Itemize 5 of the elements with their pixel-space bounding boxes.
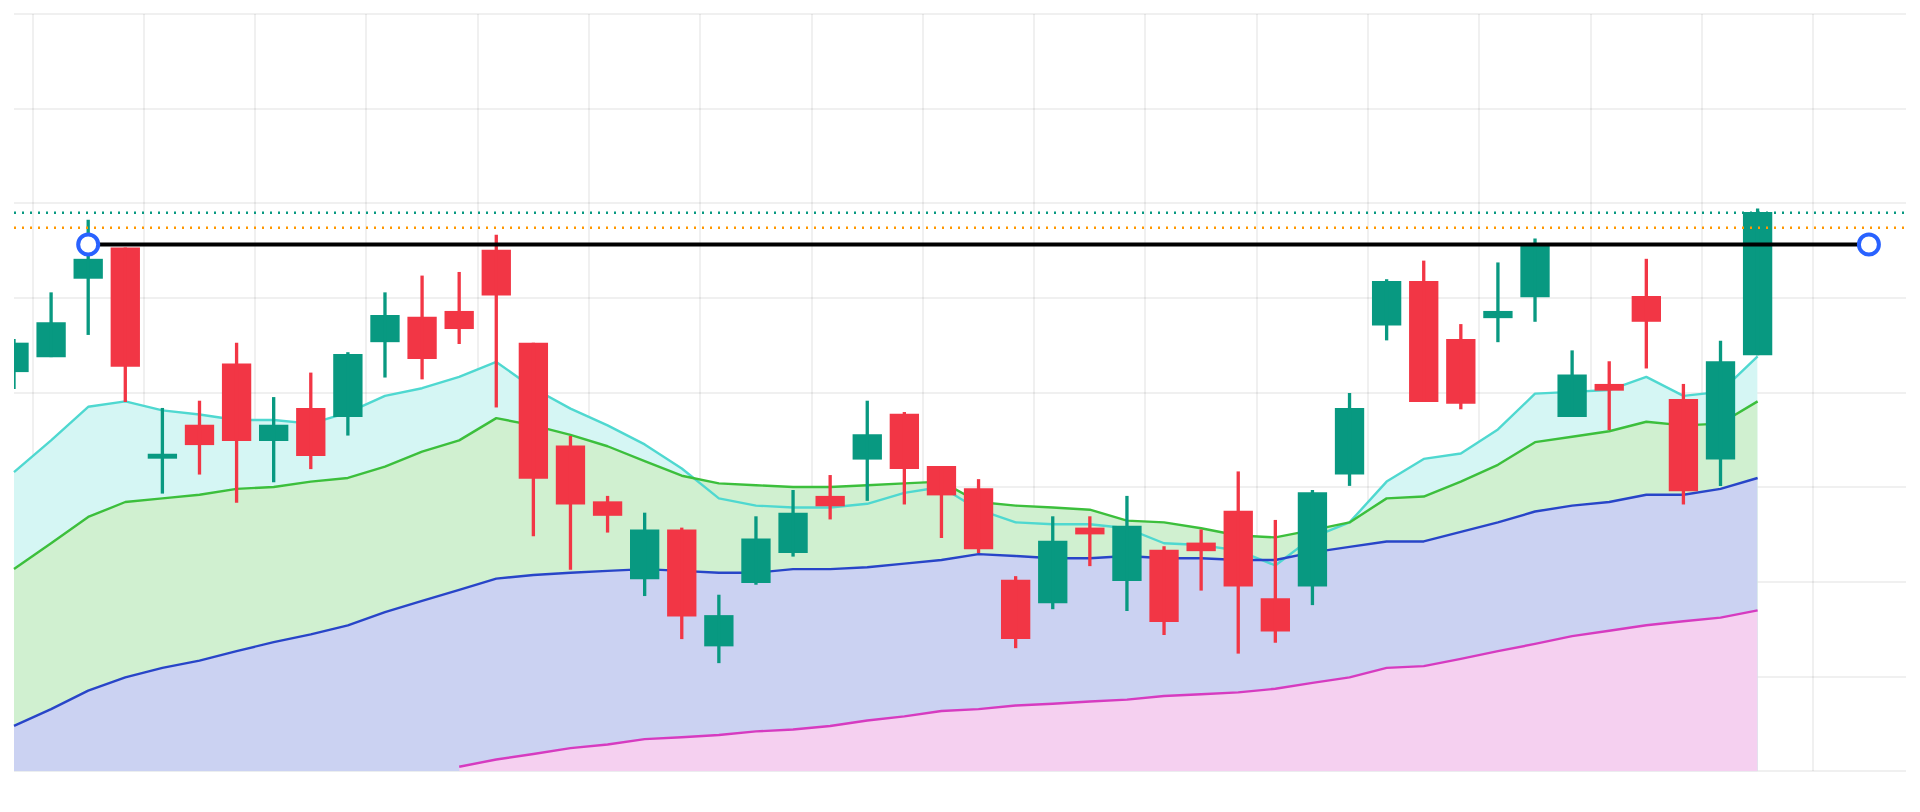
candlestick (1557, 350, 1587, 417)
candlestick (852, 400, 882, 501)
candlestick (1594, 361, 1624, 431)
candlestick (147, 407, 178, 494)
candlestick (592, 495, 623, 533)
